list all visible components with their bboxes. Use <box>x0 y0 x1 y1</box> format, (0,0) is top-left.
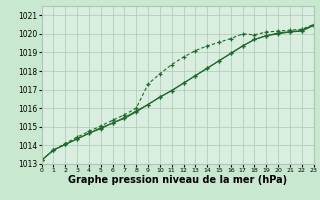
X-axis label: Graphe pression niveau de la mer (hPa): Graphe pression niveau de la mer (hPa) <box>68 175 287 185</box>
